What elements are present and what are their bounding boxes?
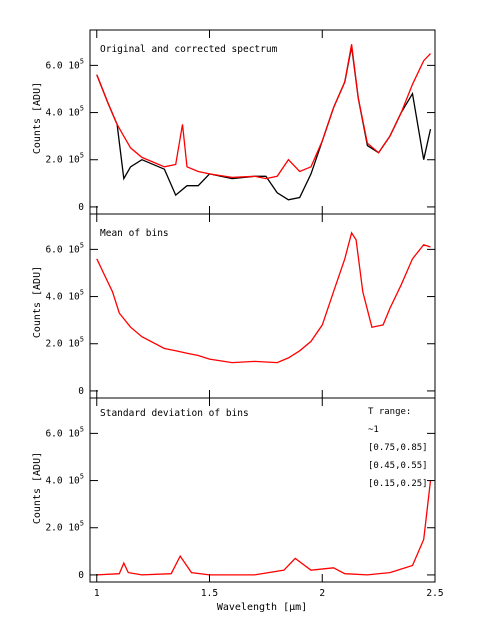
panel-bottom-title: Standard deviation of bins xyxy=(100,408,249,419)
y-tick-label: 0 xyxy=(78,570,84,581)
series-line-1 xyxy=(96,231,431,364)
panel-top-frame xyxy=(89,29,436,215)
x-axis-label: Wavelength [μm] xyxy=(217,602,307,613)
panel-top-y-axis-label: Counts [ADU] xyxy=(32,82,43,154)
y-tick-exponent: 5 xyxy=(80,152,84,160)
x-tick-label: 2 xyxy=(319,588,325,599)
y-tick-exponent: 5 xyxy=(80,57,84,65)
legend-item-t1: ~1 xyxy=(368,425,379,435)
x-axis-ticks: 1 1.5 2 2.5 xyxy=(94,588,444,599)
panel-bottom-frame xyxy=(89,397,436,583)
panel-bottom-y-axis-label: Counts [ADU] xyxy=(32,452,43,524)
panel-middle-title: Mean of bins xyxy=(100,228,169,239)
y-tick-exponent: 5 xyxy=(80,473,84,481)
x-tick-label: 2.5 xyxy=(426,588,443,599)
y-tick-exponent: 5 xyxy=(80,520,84,528)
panel-top-y-ticks: 0 2.0 105 4.0 105 6.0 105 xyxy=(45,57,435,213)
series-line-1 xyxy=(96,480,432,576)
y-tick-exponent: 5 xyxy=(80,105,84,113)
series-line-2 xyxy=(96,44,431,180)
legend-item-t3: [0.45,0.55] xyxy=(368,461,428,471)
panel-middle-y-axis-label: Counts [ADU] xyxy=(32,266,43,338)
panel-bottom-plot xyxy=(96,398,436,582)
series-line-1 xyxy=(96,46,432,201)
panel-middle: Mean of bins 0 2.0 105 4.0 105 6.0 105 Coun… xyxy=(32,213,436,399)
panel-middle-y-ticks: 0 2.0 105 4.0 105 6.0 105 xyxy=(45,241,435,397)
y-tick-label: 2.0 105 xyxy=(45,520,84,534)
y-tick-label: 6.0 105 xyxy=(45,57,84,71)
y-tick-label: 0 xyxy=(78,386,84,397)
legend: T range: ~1 [0.75,0.85] [0.45,0.55] [0.1… xyxy=(368,407,428,489)
y-tick-label: 6.0 105 xyxy=(45,425,84,439)
x-tick-label: 1.5 xyxy=(201,588,218,599)
y-tick-label: 6.0 105 xyxy=(45,241,84,255)
panel-bottom: Standard deviation of bins 0 2.0 105 4.0 1… xyxy=(32,397,444,613)
y-tick-exponent: 5 xyxy=(80,425,84,433)
y-tick-exponent: 5 xyxy=(80,289,84,297)
panel-top-plot xyxy=(96,30,436,214)
panel-top: Original and corrected spectrum 0 2.0 105… xyxy=(32,29,436,215)
legend-item-t2: [0.75,0.85] xyxy=(368,443,428,453)
y-tick-label: 0 xyxy=(78,202,84,213)
panel-bottom-y-ticks: 0 2.0 105 4.0 105 6.0 105 xyxy=(45,425,435,581)
y-tick-label: 4.0 105 xyxy=(45,105,84,119)
legend-title: T range: xyxy=(368,407,411,417)
y-tick-exponent: 5 xyxy=(80,241,84,249)
legend-item-t4: [0.15,0.25] xyxy=(368,479,428,489)
x-tick-label: 1 xyxy=(94,588,100,599)
y-tick-label: 4.0 105 xyxy=(45,289,84,303)
y-tick-label: 2.0 105 xyxy=(45,336,84,350)
panel-top-title: Original and corrected spectrum xyxy=(100,44,278,55)
y-tick-label: 4.0 105 xyxy=(45,473,84,487)
panel-middle-frame xyxy=(89,213,436,399)
y-tick-label: 2.0 105 xyxy=(45,152,84,166)
y-tick-exponent: 5 xyxy=(80,336,84,344)
panel-middle-plot xyxy=(96,214,436,398)
